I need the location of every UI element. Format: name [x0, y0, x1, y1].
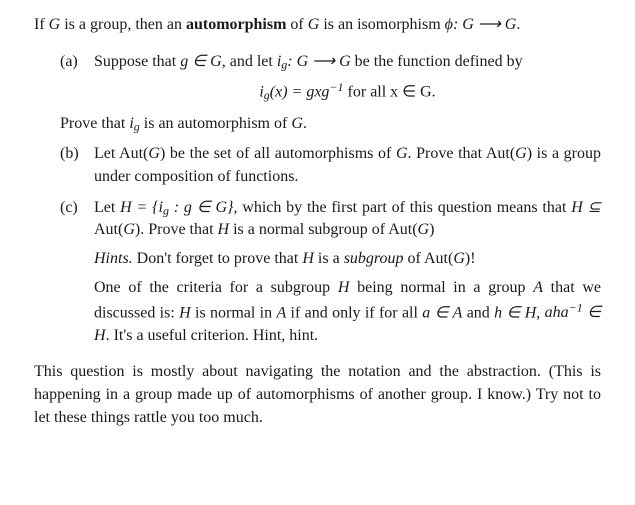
tail: for all x ∈ G. — [348, 84, 436, 101]
part-label: (b) — [60, 143, 79, 166]
part-b: (b) Let Aut(G) be the set of all automor… — [60, 143, 601, 188]
text: is a normal subgroup of Aut( — [229, 221, 417, 238]
var-G: G — [291, 115, 303, 132]
part-c: (c) Let H = {ig : g ∈ G}, which by the f… — [60, 197, 601, 348]
term-automorphism: automorphism — [186, 16, 286, 33]
text: Aut( — [94, 221, 123, 238]
text: is a — [314, 250, 344, 267]
text: ) — [429, 221, 434, 238]
text: . It's a useful criterion. Hint, hint. — [106, 327, 319, 344]
text: , which by the first part of this questi… — [233, 199, 571, 216]
text: , and let — [222, 53, 277, 70]
outro-paragraph: This question is mostly about navigating… — [34, 361, 601, 429]
expr: H = {ig : g ∈ G} — [120, 199, 233, 216]
text: is an automorphism of — [140, 115, 292, 132]
H-def-tail: : g ∈ G} — [169, 199, 233, 216]
expr-phi: ϕ: G ⟶ G — [445, 16, 517, 33]
text: . — [516, 16, 520, 33]
expr: H ⊆ — [571, 199, 601, 216]
text: is an isomorphism — [319, 16, 444, 33]
part-label: (c) — [60, 197, 78, 220]
term-subgroup: subgroup — [344, 250, 404, 267]
parts-list: (a) Suppose that g ∈ G, and let ig: G ⟶ … — [34, 51, 601, 348]
var-H: H — [302, 250, 314, 267]
text: If — [34, 16, 49, 33]
text: , — [536, 304, 544, 321]
hints-label: Hints. — [94, 250, 133, 267]
text: . Prove that Aut( — [408, 145, 516, 162]
prove-line: Prove that ig is an automorphism of G. — [60, 113, 601, 136]
displayed-formula: ig(x) = gxg−1 for all x ∈ G. — [94, 79, 601, 104]
var-G: G — [308, 16, 320, 33]
text: is normal in — [191, 304, 277, 321]
var-H: H — [179, 304, 191, 321]
text: Let — [94, 199, 120, 216]
expr: g ∈ G — [180, 53, 222, 70]
var-H: H — [338, 279, 350, 296]
part-label: (a) — [60, 51, 78, 74]
text: ) be the set of all automorphisms of — [160, 145, 396, 162]
aha: aha — [545, 304, 569, 321]
map: : G ⟶ G — [287, 53, 350, 70]
hints-para-1: Hints. Don't forget to prove that H is a… — [94, 248, 601, 271]
var-G: G — [123, 221, 135, 238]
var-G: G — [396, 145, 408, 162]
text: Suppose that — [94, 53, 180, 70]
text: Let Aut( — [94, 145, 148, 162]
var-G: G — [148, 145, 160, 162]
text: Prove that — [60, 115, 129, 132]
mid: (x) = gxg — [270, 84, 330, 101]
expr: a ∈ A — [422, 304, 462, 321]
text: One of the criteria for a subgroup — [94, 279, 338, 296]
text: being normal in a group — [349, 279, 533, 296]
hints-para-2: One of the criteria for a subgroup H bei… — [94, 277, 601, 348]
text: . — [303, 115, 307, 132]
var-G: G — [453, 250, 465, 267]
H-def: H = {i — [120, 199, 163, 216]
var-G: G — [418, 221, 430, 238]
text: is a group, then an — [60, 16, 186, 33]
sup-inv: −1 — [569, 301, 583, 315]
expr: ig: G ⟶ G — [277, 53, 351, 70]
expr: ig — [129, 115, 139, 132]
problem-page: If G is a group, then an automorphism of… — [0, 0, 635, 448]
text: be the function defined by — [351, 53, 523, 70]
intro-paragraph: If G is a group, then an automorphism of… — [34, 14, 601, 37]
var-G: G — [515, 145, 527, 162]
text: )! — [465, 250, 476, 267]
text: ). Prove that — [135, 221, 218, 238]
text: and — [462, 304, 494, 321]
var-A: A — [533, 279, 543, 296]
text: of Aut( — [404, 250, 454, 267]
text: of — [286, 16, 307, 33]
text: if and only if for all — [286, 304, 422, 321]
expr: h ∈ H — [494, 304, 536, 321]
var-H: H — [218, 221, 230, 238]
var-G: G — [49, 16, 61, 33]
sup-inv: −1 — [329, 80, 343, 94]
var-A: A — [276, 304, 286, 321]
part-a: (a) Suppose that g ∈ G, and let ig: G ⟶ … — [60, 51, 601, 136]
text: Don't forget to prove that — [133, 250, 303, 267]
text: This question is mostly about navigating… — [34, 363, 601, 425]
